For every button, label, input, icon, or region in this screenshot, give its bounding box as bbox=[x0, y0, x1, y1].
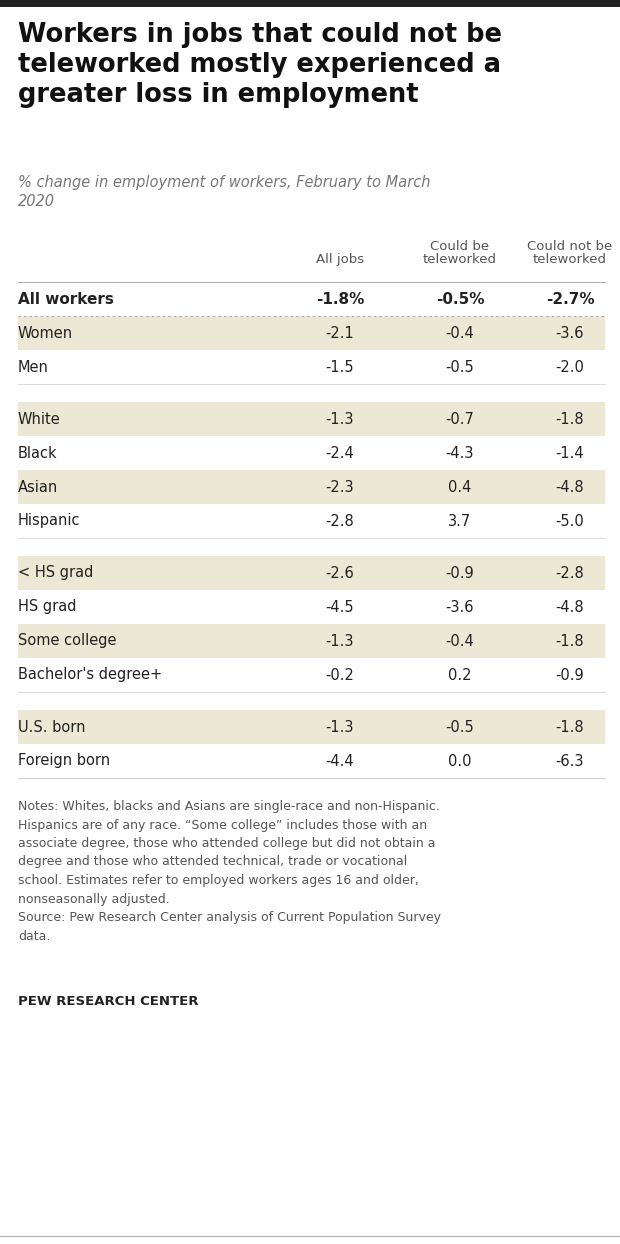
Text: HS grad: HS grad bbox=[18, 600, 76, 615]
Text: Hispanic: Hispanic bbox=[18, 514, 81, 529]
Text: PEW RESEARCH CENTER: PEW RESEARCH CENTER bbox=[18, 995, 198, 1008]
Text: -1.3: -1.3 bbox=[326, 719, 354, 734]
Text: Black: Black bbox=[18, 445, 58, 460]
Text: Foreign born: Foreign born bbox=[18, 754, 110, 769]
Text: -1.8%: -1.8% bbox=[316, 291, 364, 306]
Text: -2.6: -2.6 bbox=[326, 566, 355, 581]
Text: -2.8: -2.8 bbox=[326, 514, 355, 529]
Text: 3.7: 3.7 bbox=[448, 514, 472, 529]
Text: -0.2: -0.2 bbox=[326, 668, 355, 683]
Text: teleworked: teleworked bbox=[423, 253, 497, 266]
Text: White: White bbox=[18, 412, 61, 427]
Text: -4.8: -4.8 bbox=[556, 479, 584, 495]
Bar bbox=[18, 316, 605, 350]
Text: All jobs: All jobs bbox=[316, 253, 364, 266]
Text: -5.0: -5.0 bbox=[556, 514, 585, 529]
Text: Workers in jobs that could not be
teleworked mostly experienced a
greater loss i: Workers in jobs that could not be telewo… bbox=[18, 22, 502, 108]
Text: -2.1: -2.1 bbox=[326, 326, 355, 341]
Text: -2.0: -2.0 bbox=[556, 360, 585, 374]
Bar bbox=[0, 0, 620, 7]
Text: -1.3: -1.3 bbox=[326, 412, 354, 427]
Text: Men: Men bbox=[18, 360, 49, 374]
Text: -0.4: -0.4 bbox=[446, 633, 474, 648]
Text: < HS grad: < HS grad bbox=[18, 566, 94, 581]
Text: -4.4: -4.4 bbox=[326, 754, 354, 769]
Text: -0.5: -0.5 bbox=[446, 719, 474, 734]
Text: -6.3: -6.3 bbox=[556, 754, 584, 769]
Text: -1.4: -1.4 bbox=[556, 445, 584, 460]
Text: Some college: Some college bbox=[18, 633, 117, 648]
Text: -2.8: -2.8 bbox=[556, 566, 585, 581]
Text: % change in employment of workers, February to March
2020: % change in employment of workers, Febru… bbox=[18, 175, 430, 209]
Text: -1.8: -1.8 bbox=[556, 633, 584, 648]
Text: -2.7%: -2.7% bbox=[546, 291, 595, 306]
Text: 0.0: 0.0 bbox=[448, 754, 472, 769]
Text: -0.9: -0.9 bbox=[556, 668, 585, 683]
Text: -0.7: -0.7 bbox=[446, 412, 474, 427]
Text: -4.5: -4.5 bbox=[326, 600, 354, 615]
Text: -0.5: -0.5 bbox=[446, 360, 474, 374]
Text: Notes: Whites, blacks and Asians are single-race and non-Hispanic.
Hispanics are: Notes: Whites, blacks and Asians are sin… bbox=[18, 800, 441, 943]
Text: -0.4: -0.4 bbox=[446, 326, 474, 341]
Text: -0.9: -0.9 bbox=[446, 566, 474, 581]
Text: -1.8: -1.8 bbox=[556, 412, 584, 427]
Text: -3.6: -3.6 bbox=[446, 600, 474, 615]
Text: -1.3: -1.3 bbox=[326, 633, 354, 648]
Text: -3.6: -3.6 bbox=[556, 326, 584, 341]
Text: -2.4: -2.4 bbox=[326, 445, 355, 460]
Text: teleworked: teleworked bbox=[533, 253, 607, 266]
Text: -4.8: -4.8 bbox=[556, 600, 584, 615]
Bar bbox=[18, 470, 605, 504]
Text: -0.5%: -0.5% bbox=[436, 291, 484, 306]
Text: Bachelor's degree+: Bachelor's degree+ bbox=[18, 668, 162, 683]
Bar bbox=[18, 624, 605, 658]
Text: All workers: All workers bbox=[18, 291, 114, 306]
Text: Asian: Asian bbox=[18, 479, 58, 495]
Text: U.S. born: U.S. born bbox=[18, 719, 86, 734]
Bar bbox=[18, 710, 605, 744]
Bar bbox=[18, 556, 605, 590]
Text: 0.2: 0.2 bbox=[448, 668, 472, 683]
Text: Women: Women bbox=[18, 326, 73, 341]
Text: -1.5: -1.5 bbox=[326, 360, 354, 374]
Text: -4.3: -4.3 bbox=[446, 445, 474, 460]
Text: Could not be: Could not be bbox=[528, 240, 613, 253]
Text: -2.3: -2.3 bbox=[326, 479, 354, 495]
Text: -1.8: -1.8 bbox=[556, 719, 584, 734]
Bar bbox=[18, 402, 605, 435]
Text: 0.4: 0.4 bbox=[448, 479, 472, 495]
Text: Could be: Could be bbox=[430, 240, 490, 253]
